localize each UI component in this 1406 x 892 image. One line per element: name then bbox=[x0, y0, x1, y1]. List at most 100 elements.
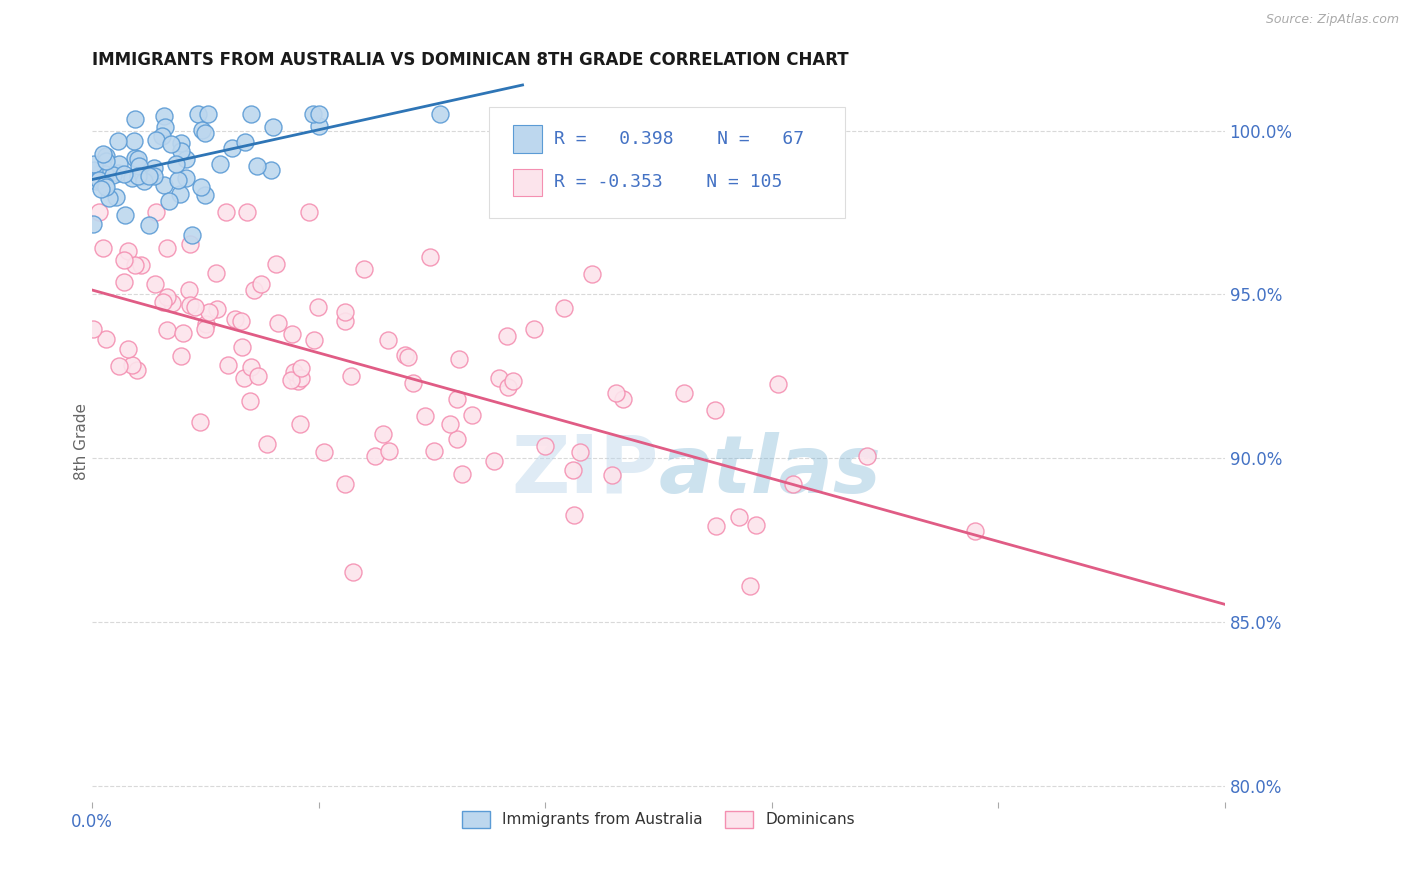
Point bbox=[422, 443, 444, 458]
Point bbox=[179, 237, 201, 252]
Point bbox=[94, 149, 117, 163]
FancyBboxPatch shape bbox=[513, 125, 541, 153]
Point bbox=[91, 147, 114, 161]
FancyBboxPatch shape bbox=[513, 169, 541, 196]
Point bbox=[246, 159, 269, 173]
Point bbox=[247, 369, 270, 384]
Point bbox=[194, 322, 217, 336]
Point bbox=[194, 188, 217, 202]
Point bbox=[502, 374, 524, 388]
Point bbox=[217, 358, 239, 372]
Point bbox=[170, 144, 193, 158]
Point bbox=[124, 151, 146, 165]
Point bbox=[290, 371, 312, 385]
Point bbox=[703, 403, 725, 417]
Point bbox=[429, 107, 451, 121]
Point bbox=[107, 134, 129, 148]
Point bbox=[194, 317, 217, 331]
Point bbox=[738, 579, 761, 593]
Point bbox=[290, 360, 312, 375]
Point bbox=[413, 409, 436, 423]
Point bbox=[450, 467, 472, 481]
Point bbox=[93, 178, 115, 192]
Point bbox=[174, 153, 197, 167]
Point bbox=[91, 241, 114, 255]
Point bbox=[152, 295, 174, 310]
Point bbox=[87, 173, 110, 187]
Point bbox=[142, 161, 165, 176]
Point bbox=[260, 162, 283, 177]
Point bbox=[177, 283, 200, 297]
Point bbox=[401, 376, 423, 391]
Point bbox=[121, 171, 143, 186]
Point bbox=[117, 244, 139, 258]
Point bbox=[129, 258, 152, 272]
Point bbox=[117, 342, 139, 356]
Point bbox=[145, 133, 167, 147]
Point bbox=[112, 168, 135, 182]
Point bbox=[138, 169, 160, 183]
Point bbox=[224, 312, 246, 326]
Point bbox=[170, 136, 193, 150]
Point bbox=[446, 392, 468, 406]
Point bbox=[156, 241, 179, 255]
Point bbox=[333, 314, 356, 328]
Point bbox=[495, 328, 517, 343]
Point bbox=[105, 190, 128, 204]
Point bbox=[308, 120, 330, 134]
Point bbox=[190, 180, 212, 194]
Point bbox=[378, 444, 401, 458]
Point bbox=[288, 417, 311, 431]
Point bbox=[256, 437, 278, 451]
Point bbox=[239, 359, 262, 374]
Point bbox=[605, 385, 627, 400]
Point bbox=[333, 304, 356, 318]
Point bbox=[107, 166, 129, 180]
Legend: Immigrants from Australia, Dominicans: Immigrants from Australia, Dominicans bbox=[456, 805, 860, 834]
Point bbox=[581, 268, 603, 282]
Point bbox=[96, 179, 118, 194]
Point bbox=[156, 290, 179, 304]
Text: IMMIGRANTS FROM AUSTRALIA VS DOMINICAN 8TH GRADE CORRELATION CHART: IMMIGRANTS FROM AUSTRALIA VS DOMINICAN 8… bbox=[93, 51, 849, 69]
Point bbox=[233, 370, 256, 384]
Point bbox=[298, 205, 321, 219]
Point bbox=[302, 333, 325, 347]
Point bbox=[150, 129, 173, 144]
Point bbox=[132, 169, 155, 183]
Point bbox=[82, 217, 104, 231]
Point bbox=[353, 262, 375, 277]
Point bbox=[112, 252, 135, 267]
Point bbox=[198, 305, 221, 319]
Point bbox=[523, 322, 546, 336]
Point bbox=[235, 135, 257, 149]
Point bbox=[83, 163, 105, 178]
Point bbox=[84, 174, 107, 188]
Point bbox=[160, 296, 183, 310]
Point bbox=[562, 463, 585, 477]
Point bbox=[143, 277, 166, 292]
Point bbox=[174, 170, 197, 185]
Text: R = -0.353    N = 105: R = -0.353 N = 105 bbox=[554, 173, 783, 191]
Point bbox=[484, 454, 506, 468]
FancyBboxPatch shape bbox=[488, 106, 845, 219]
Point bbox=[98, 191, 121, 205]
Point bbox=[87, 205, 110, 219]
Point bbox=[204, 266, 226, 280]
Point bbox=[782, 476, 804, 491]
Point bbox=[963, 524, 986, 539]
Point bbox=[89, 166, 111, 180]
Point bbox=[127, 152, 149, 166]
Point bbox=[112, 275, 135, 289]
Point bbox=[194, 126, 217, 140]
Point bbox=[209, 157, 232, 171]
Point bbox=[446, 432, 468, 446]
Point bbox=[145, 205, 167, 219]
Point bbox=[108, 157, 131, 171]
Point bbox=[307, 300, 329, 314]
Point bbox=[240, 107, 263, 121]
Point bbox=[562, 508, 585, 522]
Point bbox=[82, 321, 104, 335]
Point bbox=[419, 250, 441, 264]
Point bbox=[236, 205, 259, 219]
Point bbox=[855, 450, 877, 464]
